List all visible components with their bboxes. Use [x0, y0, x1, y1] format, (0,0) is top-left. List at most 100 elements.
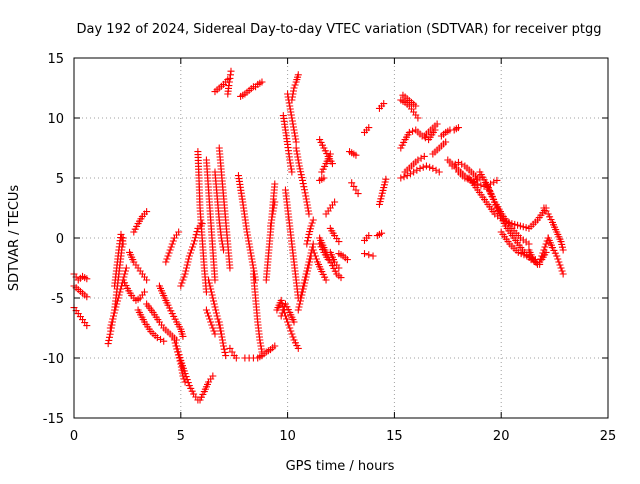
y-tick-label: 0 [56, 232, 64, 247]
data-point-marker [331, 198, 339, 206]
data-point-marker [211, 276, 219, 284]
data-point-marker [419, 163, 427, 171]
series-arc-53 [326, 224, 343, 246]
data-point-marker [477, 181, 485, 189]
data-point-marker [296, 300, 304, 308]
data-point-marker [202, 306, 210, 314]
series-arc-61 [375, 100, 388, 112]
data-point-marker [305, 210, 313, 218]
data-point-marker [414, 114, 422, 122]
data-point-marker [307, 222, 315, 230]
data-point-marker [209, 372, 217, 380]
data-point-marker [205, 276, 213, 284]
series-arc-05 [106, 264, 130, 332]
data-point-marker [296, 294, 304, 302]
data-point-marker [112, 303, 120, 311]
data-point-marker [106, 330, 114, 338]
data-point-marker [157, 335, 165, 343]
data-point-marker [422, 162, 430, 170]
series-arc-35 [267, 198, 279, 230]
data-point-marker [179, 332, 187, 340]
series-arc-06 [111, 230, 127, 290]
series-arc-45 [303, 216, 317, 248]
data-point-marker [211, 330, 219, 338]
data-point-marker [210, 297, 218, 305]
data-point-marker [110, 312, 118, 320]
series-arc-04 [104, 234, 127, 348]
data-point-marker [538, 252, 546, 260]
data-point-marker [278, 309, 286, 317]
data-point-marker [306, 255, 314, 263]
x-tick-label: 25 [600, 429, 617, 444]
data-point-marker [164, 252, 172, 260]
series-arc-21 [202, 306, 219, 338]
data-point-marker [182, 267, 190, 275]
series-arc-25 [224, 67, 235, 98]
data-point-marker [122, 267, 130, 275]
data-point-marker [378, 229, 386, 237]
data-point-marker [143, 208, 151, 216]
data-point-marker [309, 216, 317, 224]
data-point-marker [119, 240, 127, 248]
data-point-marker [185, 252, 193, 260]
data-point-marker [212, 306, 220, 314]
data-point-marker [310, 249, 318, 257]
data-point-marker [352, 151, 360, 159]
data-point-marker [544, 234, 552, 242]
data-point-marker [458, 160, 466, 168]
data-point-marker [105, 333, 113, 341]
data-point-marker [294, 306, 302, 314]
data-point-marker [220, 345, 228, 353]
data-point-marker [220, 342, 228, 350]
series-arc-29 [249, 270, 266, 356]
data-point-marker [322, 276, 330, 284]
data-point-marker [283, 315, 291, 323]
series-arc-48 [316, 240, 332, 264]
data-point-marker [352, 186, 360, 194]
data-point-marker [304, 234, 312, 242]
series-arc-38 [281, 186, 302, 302]
data-point-marker [181, 270, 189, 278]
series-arc-60 [375, 175, 390, 208]
series-arc-73 [448, 158, 482, 182]
data-point-marker [543, 237, 551, 245]
data-point-marker [168, 240, 176, 248]
data-point-marker [298, 288, 306, 296]
data-point-marker [309, 243, 317, 251]
data-point-marker [454, 124, 462, 132]
series-arc-09 [130, 208, 151, 236]
data-point-marker [541, 243, 549, 251]
series-arc-64 [397, 96, 422, 122]
data-point-marker [405, 128, 413, 136]
data-point-marker [301, 276, 309, 284]
data-point-marker [435, 168, 443, 176]
data-point-marker [304, 261, 312, 269]
data-point-marker [432, 166, 440, 174]
data-point-marker [442, 138, 450, 146]
data-point-marker [106, 324, 114, 332]
data-point-marker [206, 282, 214, 290]
data-point-marker [181, 370, 189, 378]
series-arc-03 [70, 304, 91, 330]
series-arc-19 [202, 156, 219, 284]
data-point-marker [433, 120, 441, 128]
data-point-marker [184, 379, 192, 387]
data-point-marker [190, 240, 198, 248]
series-arc-71 [437, 124, 462, 140]
data-point-marker [559, 270, 567, 278]
data-point-marker [167, 243, 175, 251]
data-point-marker [163, 255, 171, 263]
series-arc-08 [126, 248, 151, 284]
series-arc-27 [226, 344, 240, 362]
data-point-marker [300, 186, 308, 194]
data-point-marker [337, 274, 345, 282]
series-arc-11 [143, 300, 181, 344]
data-point-marker [553, 252, 561, 260]
y-axis-label: SDTVAR / TECUs [7, 185, 22, 292]
data-point-marker [335, 238, 343, 246]
series-arc-58 [360, 232, 373, 244]
series-arc-15 [173, 342, 202, 404]
series-arc-80 [540, 204, 567, 254]
data-point-marker [212, 309, 220, 317]
